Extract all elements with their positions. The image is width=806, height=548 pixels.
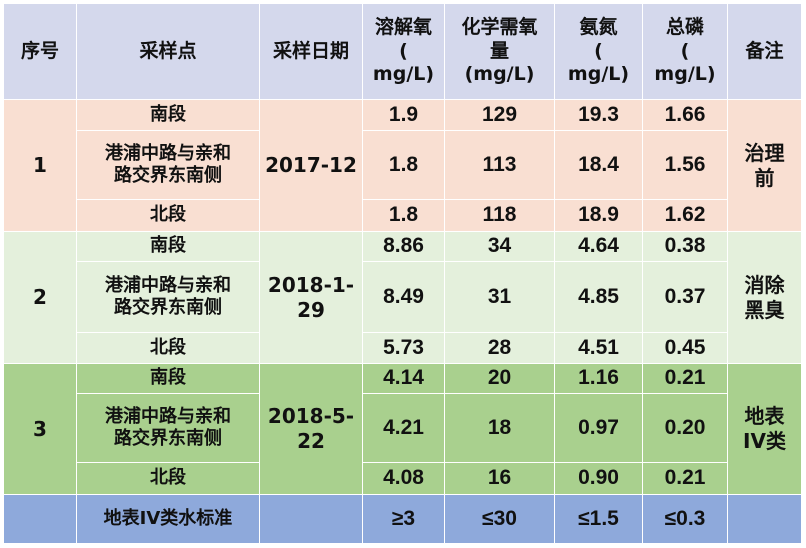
cod-cell: 20 [444,363,555,394]
header-remark: 备注 [727,3,802,100]
cod-cell: 129 [444,99,555,131]
standard-do: ≥3 [362,494,445,544]
cod-cell: 28 [444,332,555,364]
tp-cell: 0.45 [642,332,728,364]
standard-empty-cell [3,494,77,544]
standard-empty-cell [259,494,363,544]
tp-cell: 1.56 [642,130,728,200]
header-cod: 化学需氧 量 (mg/L) [444,3,555,100]
nh3-cell: 4.64 [554,231,643,262]
cod-cell: 16 [444,462,555,495]
cod-cell: 118 [444,199,555,232]
do-cell: 1.8 [362,130,445,200]
date-cell: 2017-12 [259,99,363,232]
do-cell: 4.14 [362,363,445,394]
nh3-cell: 0.97 [554,393,643,463]
site-cell: 港浦中路与亲和 路交界东南侧 [76,130,260,200]
nh3-cell: 18.9 [554,199,643,232]
table-row: 北段 1.8 118 18.9 1.62 [4,199,802,232]
tp-cell: 0.21 [642,363,728,394]
header-site: 采样点 [76,3,260,100]
nh3-cell: 0.90 [554,462,643,495]
header-dissolved-oxygen: 溶解氧 ( mg/L) [362,3,445,100]
tp-cell: 0.38 [642,231,728,262]
table-row: 港浦中路与亲和 路交界东南侧 1.8 113 18.4 1.56 [4,130,802,200]
remark-cell: 消除 黑臭 [727,231,802,364]
water-quality-table: 序号 采样点 采样日期 溶解氧 ( mg/L) 化学需氧 量 (mg/L) 氨氮… [3,3,802,544]
site-cell: 北段 [76,462,260,495]
tp-cell: 0.37 [642,261,728,333]
tp-cell: 1.62 [642,199,728,232]
do-cell: 5.73 [362,332,445,364]
table-row: 北段 5.73 28 4.51 0.45 [4,332,802,364]
table-row: 北段 4.08 16 0.90 0.21 [4,462,802,495]
tp-cell: 0.21 [642,462,728,495]
header-date: 采样日期 [259,3,363,100]
standard-row: 地表IV类水标准 ≥3 ≤30 ≤1.5 ≤0.3 [3,494,802,544]
remark-cell: 治理 前 [727,99,802,232]
site-cell: 港浦中路与亲和 路交界东南侧 [76,393,260,463]
nh3-cell: 1.16 [554,363,643,394]
do-cell: 8.86 [362,231,445,262]
site-cell: 南段 [76,363,260,394]
standard-nh3: ≤1.5 [554,494,643,544]
site-cell: 港浦中路与亲和 路交界东南侧 [76,261,260,333]
nh3-cell: 18.4 [554,130,643,200]
site-cell: 北段 [76,332,260,364]
table-row: 1 南段 2017-12 1.9 129 19.3 1.66 治理 前 [3,99,802,232]
group-no: 3 [3,363,77,495]
table-row: 3 南段 2018-5- 22 4.14 20 1.16 0.21 地表 IV类 [3,363,802,495]
nh3-cell: 4.85 [554,261,643,333]
remark-cell: 地表 IV类 [727,363,802,495]
tp-cell: 1.66 [642,99,728,131]
header-no: 序号 [3,3,77,100]
header-ammonia-nitrogen: 氨氮 ( mg/L) [554,3,643,100]
do-cell: 8.49 [362,261,445,333]
site-cell: 南段 [76,99,260,131]
group-no: 2 [3,231,77,364]
cod-cell: 18 [444,393,555,463]
standard-cod: ≤30 [444,494,555,544]
standard-empty-cell [727,494,802,544]
group-no: 1 [3,99,77,232]
table-row: 2 南段 2018-1- 29 8.86 34 4.64 0.38 消除 黑臭 [3,231,802,364]
cod-cell: 113 [444,130,555,200]
standard-tp: ≤0.3 [642,494,728,544]
nh3-cell: 4.51 [554,332,643,364]
date-cell: 2018-1- 29 [259,231,363,364]
tp-cell: 0.20 [642,393,728,463]
table-row: 港浦中路与亲和 路交界东南侧 8.49 31 4.85 0.37 [4,261,802,333]
do-cell: 1.9 [362,99,445,131]
nh3-cell: 19.3 [554,99,643,131]
site-cell: 北段 [76,199,260,232]
cod-cell: 31 [444,261,555,333]
do-cell: 4.21 [362,393,445,463]
cod-cell: 34 [444,231,555,262]
table-row: 港浦中路与亲和 路交界东南侧 4.21 18 0.97 0.20 [4,393,802,463]
standard-label: 地表IV类水标准 [76,494,260,544]
site-cell: 南段 [76,231,260,262]
header-row: 序号 采样点 采样日期 溶解氧 ( mg/L) 化学需氧 量 (mg/L) 氨氮… [3,3,802,100]
date-cell: 2018-5- 22 [259,363,363,495]
do-cell: 4.08 [362,462,445,495]
do-cell: 1.8 [362,199,445,232]
header-total-phosphorus: 总磷 ( mg/L) [642,3,728,100]
